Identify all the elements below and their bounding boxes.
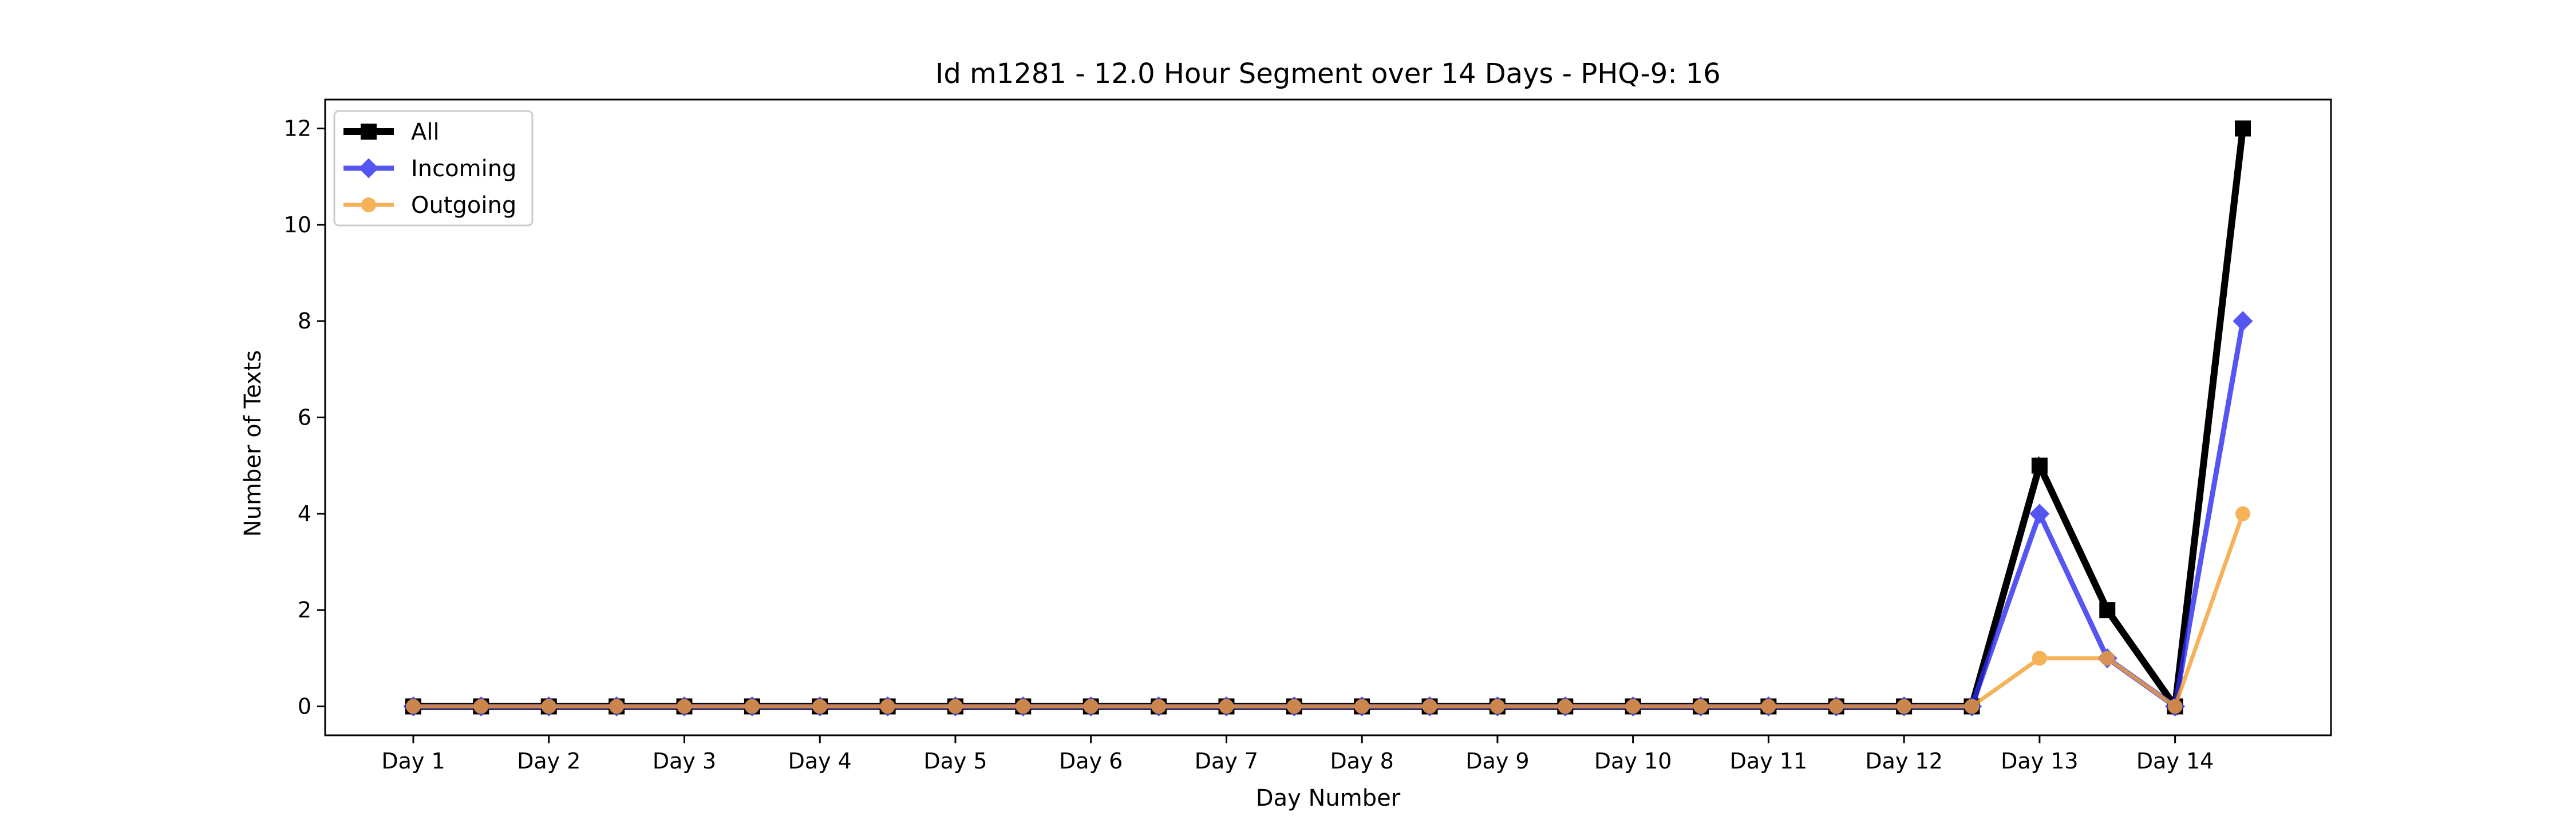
- y-tick-label: 10: [284, 212, 311, 237]
- x-tick-label: Day 14: [2136, 748, 2214, 774]
- legend-box: [333, 110, 534, 227]
- plot-frame: [324, 98, 2332, 736]
- data-point-outgoing: [1016, 699, 1031, 714]
- data-point-outgoing: [1964, 699, 1980, 714]
- legend: All Incoming Outgoing: [333, 110, 534, 227]
- data-point-incoming: [2029, 504, 2050, 524]
- x-tick-label: Day 2: [517, 748, 580, 774]
- data-point-outgoing: [473, 699, 489, 714]
- data-point-all: [2031, 457, 2048, 474]
- data-point-outgoing: [744, 699, 760, 714]
- y-tick-label: 0: [298, 694, 311, 719]
- y-tick-label: 2: [298, 597, 311, 623]
- legend-marker-outgoing: [361, 197, 376, 212]
- y-tick-label: 4: [298, 501, 311, 526]
- y-axis-label: Number of Texts: [240, 350, 266, 537]
- series-line-outgoing: [413, 513, 2245, 710]
- data-point-outgoing: [1286, 699, 1302, 714]
- x-tick-label: Day 12: [1865, 748, 1942, 774]
- x-tick-label: Day 5: [923, 748, 987, 774]
- data-point-outgoing: [1558, 699, 1573, 714]
- y-tick-label: 12: [284, 116, 311, 141]
- data-point-outgoing: [2032, 651, 2047, 666]
- series-line-all: [413, 128, 2246, 716]
- data-point-outgoing: [1693, 699, 1709, 714]
- data-point-incoming: [2233, 311, 2253, 331]
- data-point-outgoing: [1219, 699, 1234, 714]
- x-tick-label: Day 6: [1059, 748, 1123, 774]
- data-point-all: [2099, 602, 2116, 619]
- x-tick-label: Day 7: [1195, 748, 1258, 774]
- data-point-outgoing: [2167, 699, 2183, 714]
- legend-item-incoming: [343, 158, 394, 179]
- data-point-outgoing: [677, 699, 692, 714]
- x-tick-label: Day 9: [1465, 748, 1529, 774]
- x-axis-label: Day Number: [1256, 785, 1401, 811]
- data-point-outgoing: [1354, 699, 1370, 714]
- data-point-outgoing: [406, 699, 421, 714]
- x-tick-label: Day 10: [1594, 748, 1672, 774]
- data-point-outgoing: [1151, 699, 1167, 714]
- data-point-outgoing: [947, 699, 963, 714]
- data-point-outgoing: [812, 699, 828, 714]
- y-tick-label: 8: [298, 308, 311, 334]
- data-point-outgoing: [1490, 699, 1505, 714]
- y-tick-label: 6: [298, 405, 311, 430]
- plot-area: 0 2 4 6 8 10 12 Day 1 Day 2 Day 3 Day 4 Day 5 Day 6 D…: [284, 98, 2332, 774]
- data-point-outgoing: [1422, 699, 1437, 714]
- x-tick-label: Day 1: [381, 748, 445, 774]
- data-point-outgoing: [609, 699, 625, 714]
- legend-item-all: [343, 124, 394, 140]
- data-point-outgoing: [2100, 651, 2115, 666]
- legend-label-outgoing: Outgoing: [411, 192, 516, 219]
- data-point-outgoing: [1761, 699, 1776, 714]
- series-outgoing: [406, 506, 2250, 714]
- x-tick-label: Day 13: [2001, 748, 2078, 774]
- series-incoming: [403, 311, 2253, 716]
- legend-item-outgoing: [343, 197, 394, 212]
- data-point-outgoing: [1083, 699, 1099, 714]
- data-point-outgoing: [1828, 699, 1844, 714]
- data-point-outgoing: [2235, 506, 2250, 521]
- legend-marker-all: [361, 124, 377, 140]
- x-tick-label: Day 11: [1730, 748, 1807, 774]
- data-point-outgoing: [541, 699, 556, 714]
- legend-label-all: All: [411, 119, 440, 145]
- x-tick-label: Day 8: [1330, 748, 1394, 774]
- data-point-outgoing: [880, 699, 895, 714]
- chart-title: Id m1281 - 12.0 Hour Segment over 14 Day…: [935, 58, 1721, 90]
- data-point-outgoing: [1625, 699, 1641, 714]
- data-point-all: [2235, 120, 2251, 137]
- x-tick-label: Day 4: [788, 748, 852, 774]
- series-line-incoming: [413, 320, 2246, 711]
- legend-marker-incoming: [358, 158, 379, 179]
- data-point-outgoing: [1897, 699, 1912, 714]
- legend-label-incoming: Incoming: [411, 156, 516, 182]
- series-all: [405, 120, 2251, 716]
- x-tick-label: Day 3: [653, 748, 716, 774]
